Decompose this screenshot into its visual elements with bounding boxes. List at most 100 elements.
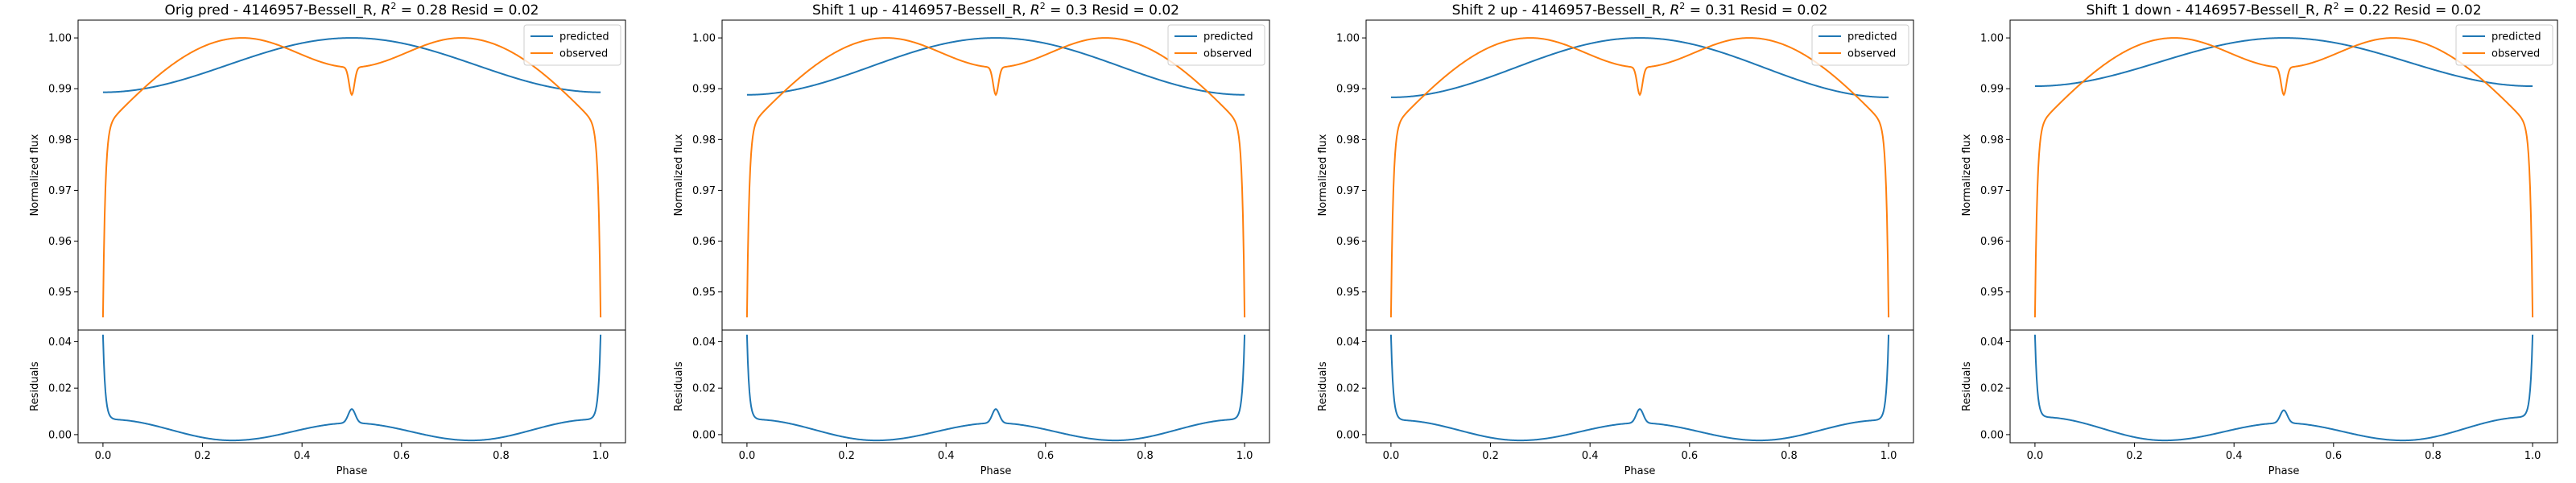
- residual-xtick-label: 0.0: [739, 450, 756, 462]
- title-prefix: Shift 1 down - 4146957-Bessell_R,: [2086, 2, 2323, 19]
- legend: predicted observed: [523, 24, 621, 66]
- predicted-line: [1390, 37, 1889, 98]
- residual-xtick-label: 0.6: [393, 450, 410, 462]
- residual-line: [101, 334, 602, 442]
- residual-axes-frame: [721, 329, 1270, 444]
- flux-ytick-label: 0.96: [1980, 236, 2004, 248]
- flux-ylabel: Normalized flux: [1317, 134, 1329, 216]
- residual-ylabel: Residuals: [29, 361, 41, 411]
- residual-xtick-label: 0.2: [1482, 450, 1499, 462]
- residual-xtick-label: 1.0: [592, 450, 609, 462]
- subplot-3: Shift 2 up - 4146957-Bessell_R, R2 = 0.3…: [1317, 1, 1914, 477]
- residual-xlabel: Phase: [1624, 465, 1656, 477]
- residual-xtick-label: 0.4: [1582, 450, 1599, 462]
- title-r-symbol: R: [2324, 2, 2334, 19]
- flux-ytick-label: 0.95: [692, 287, 716, 299]
- residual-xtick-label: 0.2: [194, 450, 211, 462]
- flux-axes: 0.95 0.96 0.97 0.98 0.99 1.00 Normalized flux p…: [29, 19, 626, 334]
- residual-axes: 0.00 0.02 0.04 0.0 0.2 0.4 0.6 0.8 1.0 Residuals P…: [1961, 329, 2558, 477]
- residual-ytick-label: 0.04: [48, 336, 72, 349]
- flux-ytick-label: 0.97: [1980, 185, 2004, 197]
- residual-ytick-label: 0.02: [1980, 383, 2004, 395]
- legend-label-observed: observed: [1847, 48, 1896, 60]
- residual-xtick-label: 0.8: [1781, 450, 1798, 462]
- flux-ytick-label: 1.00: [1336, 33, 1360, 45]
- residual-xlabel: Phase: [336, 465, 368, 477]
- residual-xtick-label: 0.4: [938, 450, 955, 462]
- legend: predicted observed: [1811, 24, 1909, 66]
- chart-title: Shift 2 up - 4146957-Bessell_R, R2 = 0.3…: [1452, 1, 1828, 19]
- observed-line: [101, 37, 602, 318]
- flux-ytick-label: 0.96: [48, 236, 72, 248]
- residual-xtick-label: 1.0: [1880, 450, 1897, 462]
- predicted-line: [102, 37, 601, 93]
- subplot-1: Orig pred - 4146957-Bessell_R, R2 = 0.28…: [29, 1, 626, 477]
- legend-box: [1167, 24, 1265, 66]
- title-r-symbol: R: [382, 2, 391, 19]
- legend-label-predicted: predicted: [1847, 31, 1897, 43]
- legend-label-observed: observed: [1203, 48, 1252, 60]
- residual-xlabel: Phase: [980, 465, 1012, 477]
- flux-axes: 0.95 0.96 0.97 0.98 0.99 1.00 Normalized flux p…: [1317, 19, 1914, 334]
- chart-title: Orig pred - 4146957-Bessell_R, R2 = 0.28…: [165, 1, 539, 19]
- residual-xlabel: Phase: [2268, 465, 2300, 477]
- flux-ytick-label: 1.00: [692, 33, 716, 45]
- title-resid: Resid = 0.02: [1736, 2, 1827, 19]
- residual-line: [1389, 334, 1890, 442]
- residual-line: [745, 334, 1246, 442]
- title-r-exponent: 2: [390, 1, 396, 11]
- residual-axes-frame: [1365, 329, 1914, 444]
- title-r2-value: = 0.3: [1046, 2, 1088, 19]
- flux-ylabel: Normalized flux: [673, 134, 685, 216]
- title-r-symbol: R: [1670, 2, 1679, 19]
- predicted-line: [746, 37, 1245, 96]
- residual-ytick-label: 0.00: [1336, 429, 1360, 441]
- flux-ytick-label: 0.96: [692, 236, 716, 248]
- residual-xtick-label: 0.8: [493, 450, 510, 462]
- flux-ytick-label: 0.97: [48, 185, 72, 197]
- residual-xtick-label: 0.8: [1137, 450, 1154, 462]
- flux-ytick-label: 0.99: [1336, 84, 1360, 96]
- flux-ytick-label: 0.97: [1336, 185, 1360, 197]
- residual-ylabel: Residuals: [1961, 361, 1973, 411]
- residual-xtick-label: 1.0: [2524, 450, 2541, 462]
- flux-ylabel: Normalized flux: [1961, 134, 1973, 216]
- residual-axes: 0.00 0.02 0.04 0.0 0.2 0.4 0.6 0.8 1.0 Residuals P…: [29, 329, 626, 477]
- residual-ylabel: Residuals: [673, 361, 685, 411]
- legend: predicted observed: [2455, 24, 2553, 66]
- legend: predicted observed: [1167, 24, 1265, 66]
- flux-ytick-label: 0.99: [48, 84, 72, 96]
- residual-xtick-label: 0.6: [2325, 450, 2342, 462]
- residual-ytick-label: 0.04: [1336, 336, 1360, 349]
- flux-axes-background: [1366, 20, 1913, 330]
- residual-line: [2033, 334, 2534, 442]
- flux-axes-background: [78, 20, 625, 330]
- residual-ytick-label: 0.02: [48, 383, 72, 395]
- flux-ytick-label: 1.00: [48, 33, 72, 45]
- residual-xtick-label: 0.4: [294, 450, 311, 462]
- residual-axes-frame: [2009, 329, 2558, 444]
- flux-ytick-label: 0.99: [1980, 84, 2004, 96]
- flux-ytick-label: 0.95: [1980, 287, 2004, 299]
- residual-axes-background: [78, 330, 625, 443]
- title-r-exponent: 2: [2333, 1, 2339, 11]
- residual-axes-background: [1366, 330, 1913, 443]
- residual-axes-background: [722, 330, 1269, 443]
- legend-box: [1811, 24, 1909, 66]
- residual-xtick-label: 0.0: [95, 450, 112, 462]
- legend-label-observed: observed: [559, 48, 608, 60]
- legend-label-predicted: predicted: [2491, 31, 2541, 43]
- residual-ytick-label: 0.00: [1980, 429, 2004, 441]
- flux-axes: 0.95 0.96 0.97 0.98 0.99 1.00 Normalized flux p…: [1961, 19, 2558, 334]
- residual-xtick-label: 0.2: [838, 450, 855, 462]
- flux-ytick-label: 0.95: [1336, 287, 1360, 299]
- flux-ytick-label: 0.98: [1336, 134, 1360, 147]
- title-resid: Resid = 0.02: [2389, 2, 2481, 19]
- observed-line: [745, 37, 1246, 318]
- subplot-2: Shift 1 up - 4146957-Bessell_R, R2 = 0.3…: [673, 1, 1270, 477]
- title-r-exponent: 2: [1040, 1, 1046, 11]
- flux-ytick-label: 0.98: [1980, 134, 2004, 147]
- flux-ylabel: Normalized flux: [29, 134, 41, 216]
- flux-ytick-label: 0.98: [48, 134, 72, 147]
- legend-label-predicted: predicted: [1203, 31, 1253, 43]
